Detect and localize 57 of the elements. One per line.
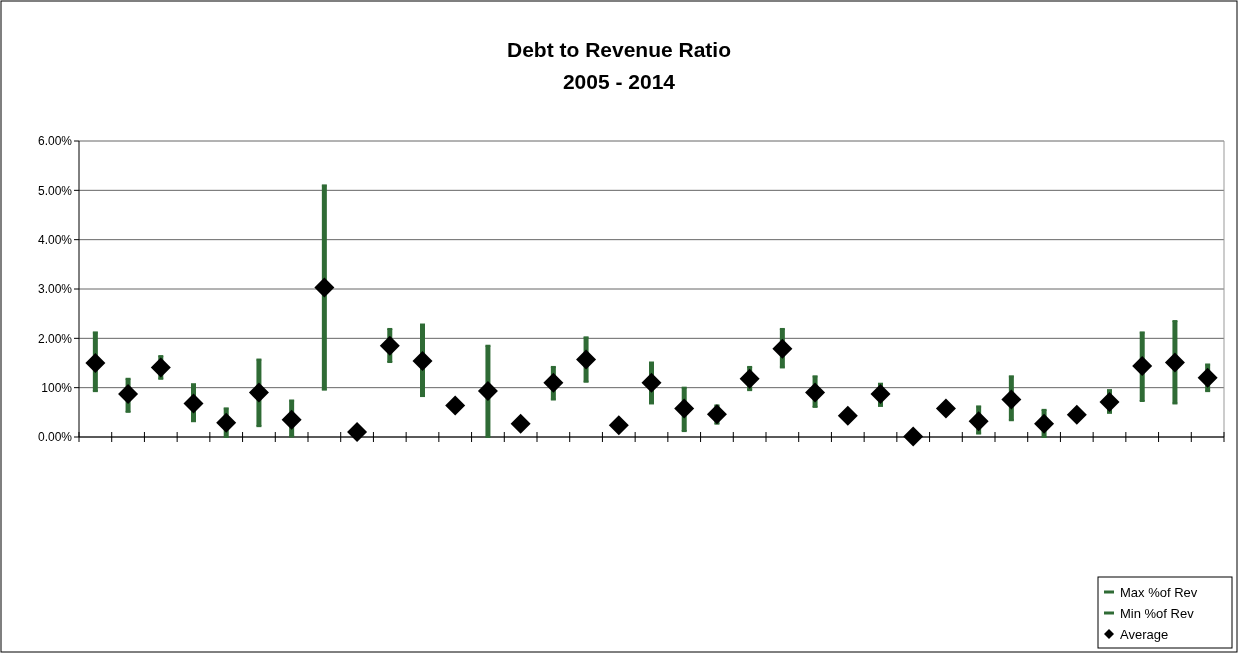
- point: [1107, 411, 1112, 414]
- legend-label: Min %of Rev: [1120, 605, 1195, 621]
- y-tick-label: 5.00%: [37, 183, 73, 198]
- point: [1197, 367, 1218, 388]
- point: [445, 395, 466, 416]
- chart-subtitle: 2005 - 2014: [562, 70, 676, 93]
- point: [420, 323, 425, 326]
- point: [543, 372, 564, 393]
- point: [347, 422, 368, 443]
- point: [412, 351, 433, 372]
- point: [379, 335, 400, 356]
- point: [641, 372, 662, 393]
- point: [608, 415, 629, 436]
- y-tick-label: 6.00%: [37, 134, 73, 149]
- point: [85, 353, 106, 373]
- point: [739, 368, 760, 389]
- y-tick-label: 2.00%: [37, 331, 73, 346]
- point: [1001, 389, 1022, 410]
- y-tick-label: 4.00%: [37, 232, 73, 247]
- point: [935, 398, 956, 419]
- point: [649, 361, 654, 364]
- point: [1034, 413, 1055, 434]
- point: [674, 398, 695, 419]
- point: [576, 349, 597, 370]
- point: [1107, 389, 1112, 392]
- point: [1066, 404, 1087, 425]
- point: [878, 382, 883, 385]
- point: [248, 382, 269, 403]
- point: [878, 404, 883, 407]
- point: [281, 409, 302, 430]
- legend-label: Average: [1120, 626, 1169, 642]
- point: [314, 277, 335, 298]
- point: [903, 426, 924, 447]
- point: [420, 395, 425, 398]
- point: [510, 413, 531, 434]
- point: [805, 382, 826, 403]
- point: [183, 393, 204, 414]
- y-tick-label: 0.00%: [37, 430, 73, 445]
- point: [191, 420, 196, 423]
- chart-title: Debt to Revenue Ratio: [506, 38, 732, 61]
- point: [968, 411, 989, 432]
- point: [649, 402, 654, 405]
- point: [772, 338, 793, 359]
- point: [191, 383, 196, 386]
- point: [1164, 352, 1185, 373]
- point: [1099, 391, 1120, 412]
- y-tick-label: 3.00%: [37, 282, 73, 297]
- point: [118, 384, 139, 405]
- point: [477, 381, 498, 402]
- point: [706, 404, 727, 425]
- y-tick-label: 100%: [41, 380, 73, 395]
- legend-label: Max %of Rev: [1120, 584, 1198, 600]
- point: [837, 405, 858, 426]
- point: [870, 384, 891, 405]
- point: [216, 412, 237, 433]
- point: [1132, 355, 1153, 376]
- point: [150, 357, 171, 378]
